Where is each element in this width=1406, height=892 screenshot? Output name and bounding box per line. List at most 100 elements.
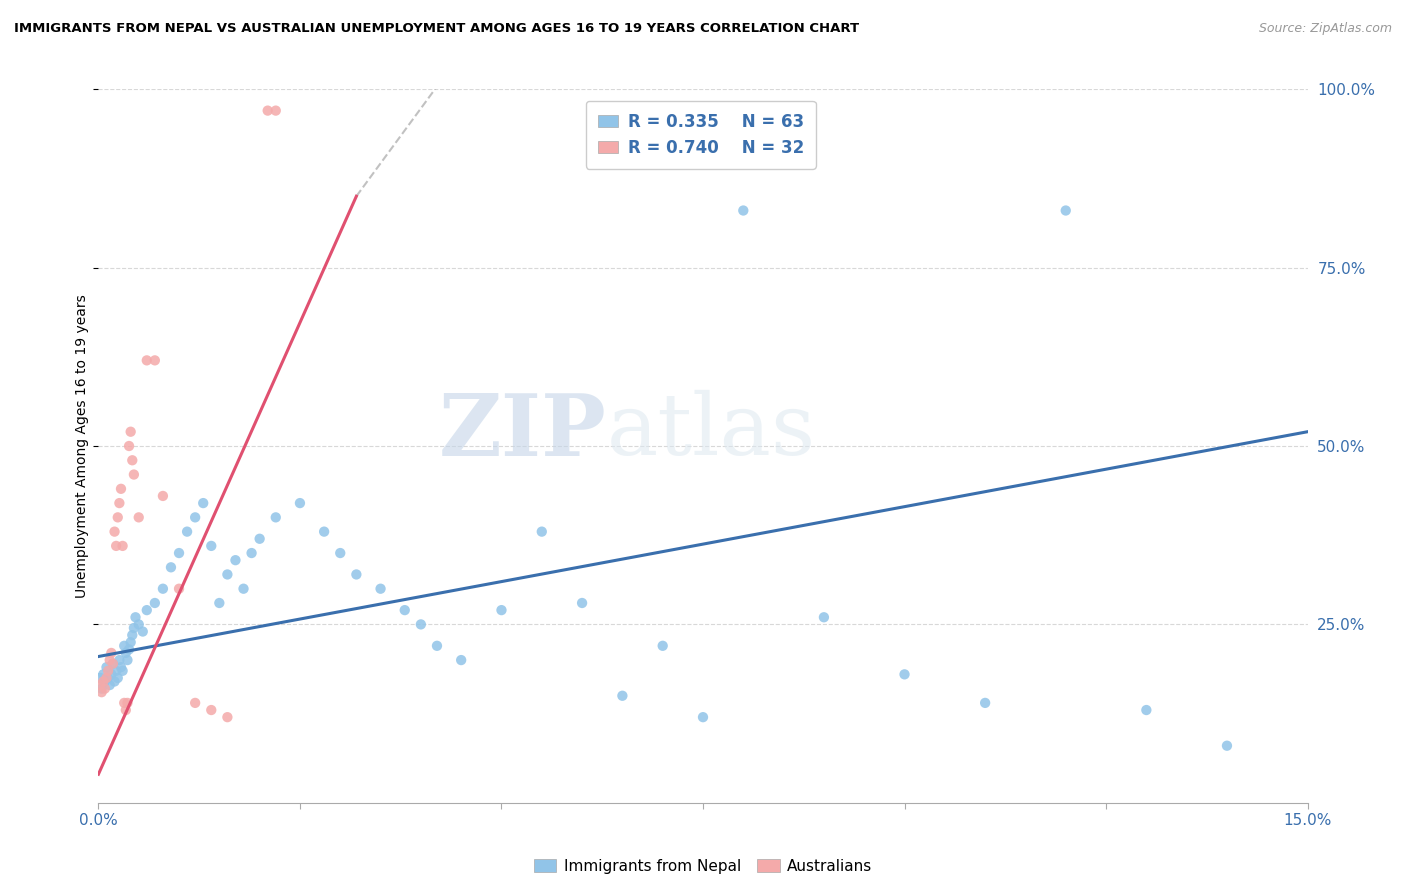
Point (107, 671, 129, 685)
Point (112, 639, 135, 653)
Point (91, 667, 114, 681)
Point (97, 664, 120, 678)
Point (651, 639, 673, 653)
Point (89, 671, 111, 685)
Point (94, 681, 117, 696)
Point (1216, 739, 1239, 753)
Point (118, 439, 141, 453)
Point (143, 596, 166, 610)
Point (103, 674, 125, 689)
Point (90, 681, 112, 696)
Point (101, 657, 124, 671)
Point (108, 496, 131, 510)
Point (370, 582, 392, 596)
Point (114, 703, 136, 717)
Point (314, 524, 336, 539)
Point (143, 353, 166, 368)
Point (530, 524, 553, 539)
Point (107, 510, 129, 524)
Point (89, 678, 111, 692)
Point (91, 674, 114, 689)
Point (224, 553, 246, 567)
Point (394, 603, 416, 617)
Point (200, 703, 222, 717)
Point (612, 689, 634, 703)
Point (98, 678, 121, 692)
Point (329, 546, 352, 560)
Point (152, 489, 174, 503)
Point (135, 353, 157, 368)
Point (450, 653, 472, 667)
Point (256, 103, 278, 118)
Point (121, 628, 143, 642)
Point (288, 496, 311, 510)
Point (103, 524, 125, 539)
Point (152, 582, 174, 596)
Point (117, 653, 139, 667)
Point (96, 671, 118, 685)
Point (217, 710, 239, 724)
Point (122, 621, 145, 635)
Point (110, 660, 132, 674)
Point (117, 696, 139, 710)
Text: IMMIGRANTS FROM NEPAL VS AUSTRALIAN UNEMPLOYMENT AMONG AGES 16 TO 19 YEARS CORRE: IMMIGRANTS FROM NEPAL VS AUSTRALIAN UNEM… (14, 22, 859, 36)
Point (111, 539, 134, 553)
Point (105, 664, 128, 678)
Point (1054, 203, 1077, 218)
Point (264, 103, 287, 118)
Point (128, 510, 150, 524)
Point (264, 510, 287, 524)
Point (426, 639, 449, 653)
Y-axis label: Unemployment Among Ages 16 to 19 years: Unemployment Among Ages 16 to 19 years (76, 294, 90, 598)
Point (108, 653, 131, 667)
Legend: Immigrants from Nepal, Australians: Immigrants from Nepal, Australians (527, 853, 879, 880)
Point (112, 696, 135, 710)
Text: Source: ZipAtlas.com: Source: ZipAtlas.com (1258, 22, 1392, 36)
Point (193, 496, 215, 510)
Point (100, 667, 122, 681)
Point (184, 696, 207, 710)
Point (111, 664, 134, 678)
Point (132, 624, 155, 639)
Point (184, 510, 207, 524)
Point (974, 696, 997, 710)
Point (692, 710, 714, 724)
Point (813, 610, 835, 624)
Point (200, 539, 222, 553)
Point (176, 524, 198, 539)
Point (118, 642, 141, 657)
Point (101, 657, 124, 671)
Point (409, 617, 432, 632)
Point (120, 425, 142, 439)
Text: atlas: atlas (606, 390, 815, 474)
Point (733, 203, 755, 218)
Point (114, 646, 136, 660)
Point (121, 453, 143, 467)
Point (124, 610, 146, 624)
Point (96, 660, 118, 674)
Point (571, 596, 593, 610)
Point (160, 560, 183, 574)
Point (110, 482, 132, 496)
Point (100, 646, 122, 660)
Point (491, 603, 513, 617)
Point (97, 671, 120, 685)
Point (249, 532, 271, 546)
Point (135, 603, 157, 617)
Text: ZIP: ZIP (439, 390, 606, 474)
Legend: R = 0.335    N = 63, R = 0.740    N = 32: R = 0.335 N = 63, R = 0.740 N = 32 (586, 101, 815, 169)
Point (105, 539, 128, 553)
Point (240, 546, 263, 560)
Point (120, 635, 142, 649)
Point (128, 617, 150, 632)
Point (1135, 703, 1157, 717)
Point (94, 674, 117, 689)
Point (167, 546, 190, 560)
Point (90, 685, 112, 699)
Point (122, 467, 145, 482)
Point (208, 596, 231, 610)
Point (893, 667, 915, 681)
Point (217, 567, 239, 582)
Point (232, 582, 254, 596)
Point (98, 653, 121, 667)
